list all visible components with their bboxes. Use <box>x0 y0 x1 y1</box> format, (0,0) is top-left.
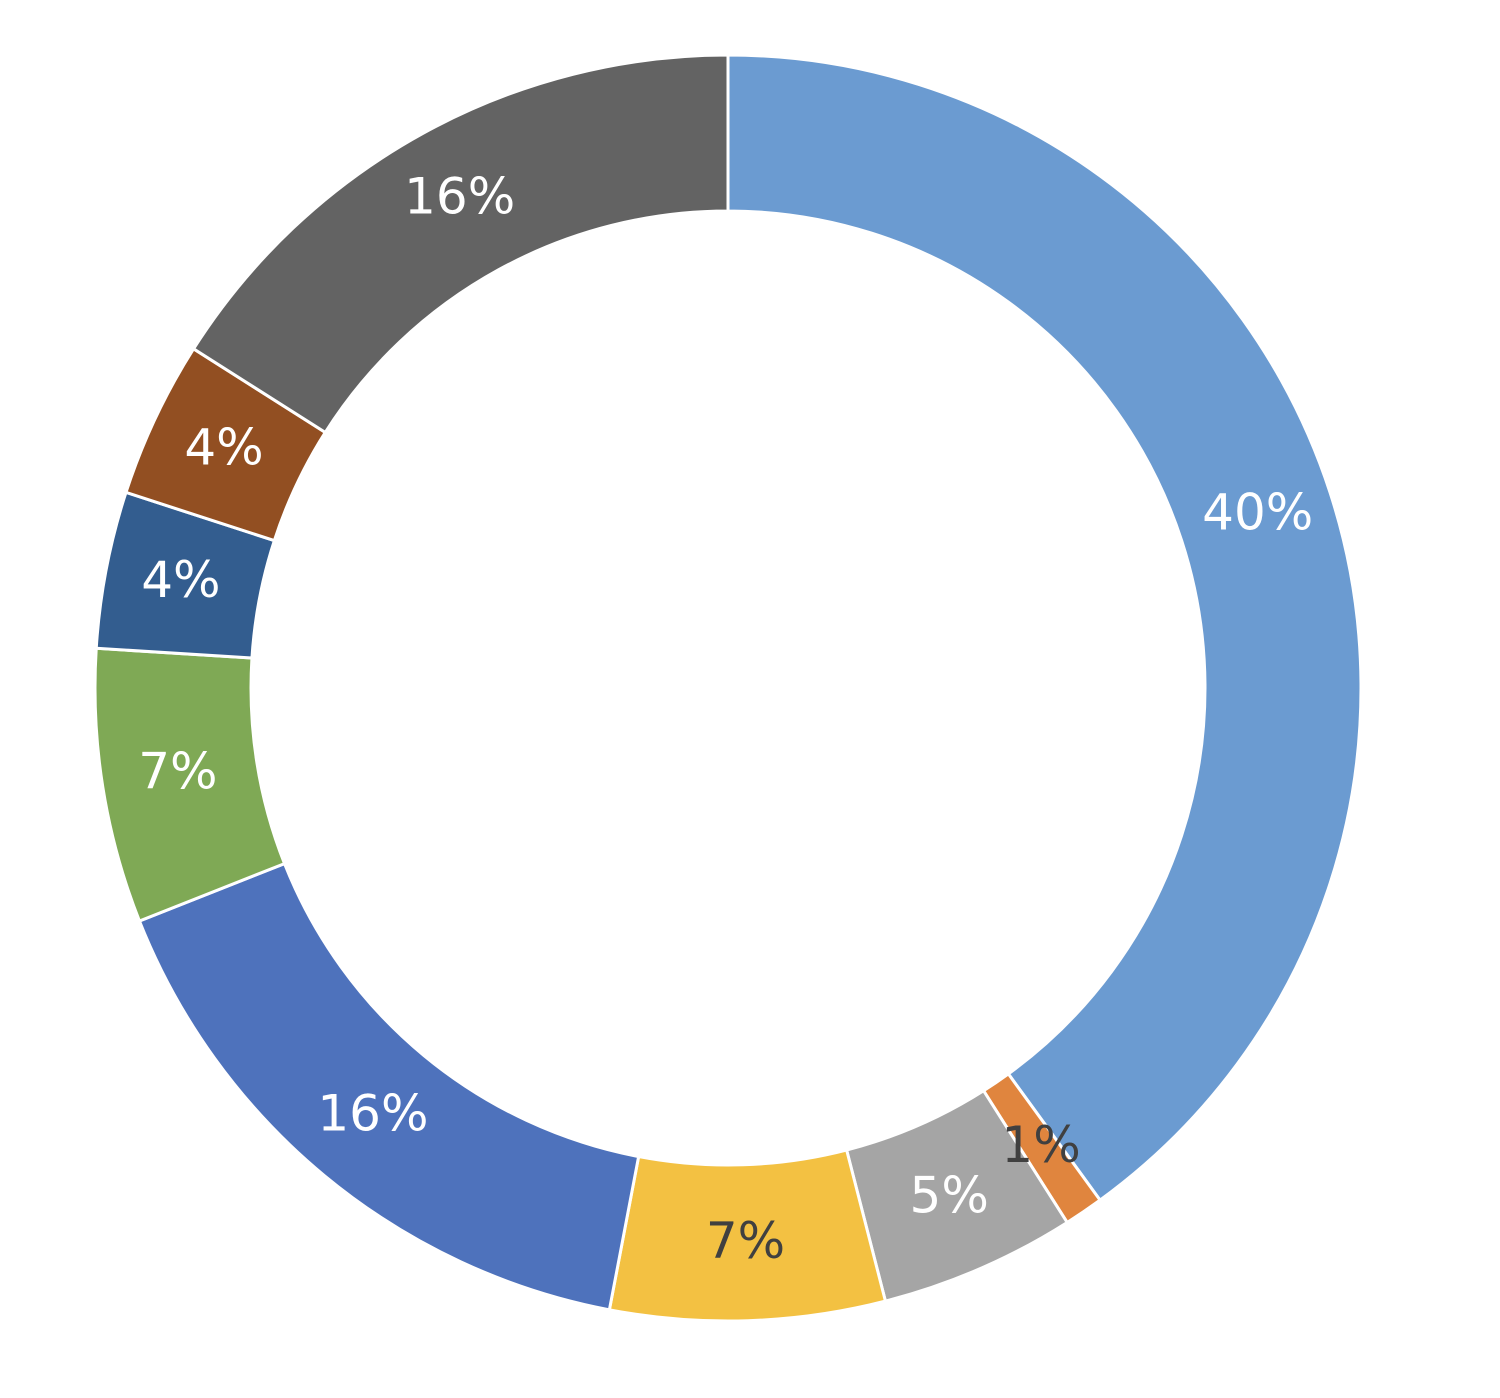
data-label: 1% <box>1001 1116 1080 1174</box>
donut-slice <box>191 53 730 435</box>
data-label: 4% <box>184 418 263 476</box>
data-label: 16% <box>317 1085 428 1143</box>
data-label: 7% <box>138 743 217 801</box>
data-label: 40% <box>1202 483 1313 541</box>
data-label: 5% <box>910 1167 989 1225</box>
data-label: 7% <box>706 1212 785 1270</box>
data-label: 16% <box>404 167 515 225</box>
data-label: 4% <box>141 551 220 609</box>
donut-slice <box>726 53 1363 1203</box>
